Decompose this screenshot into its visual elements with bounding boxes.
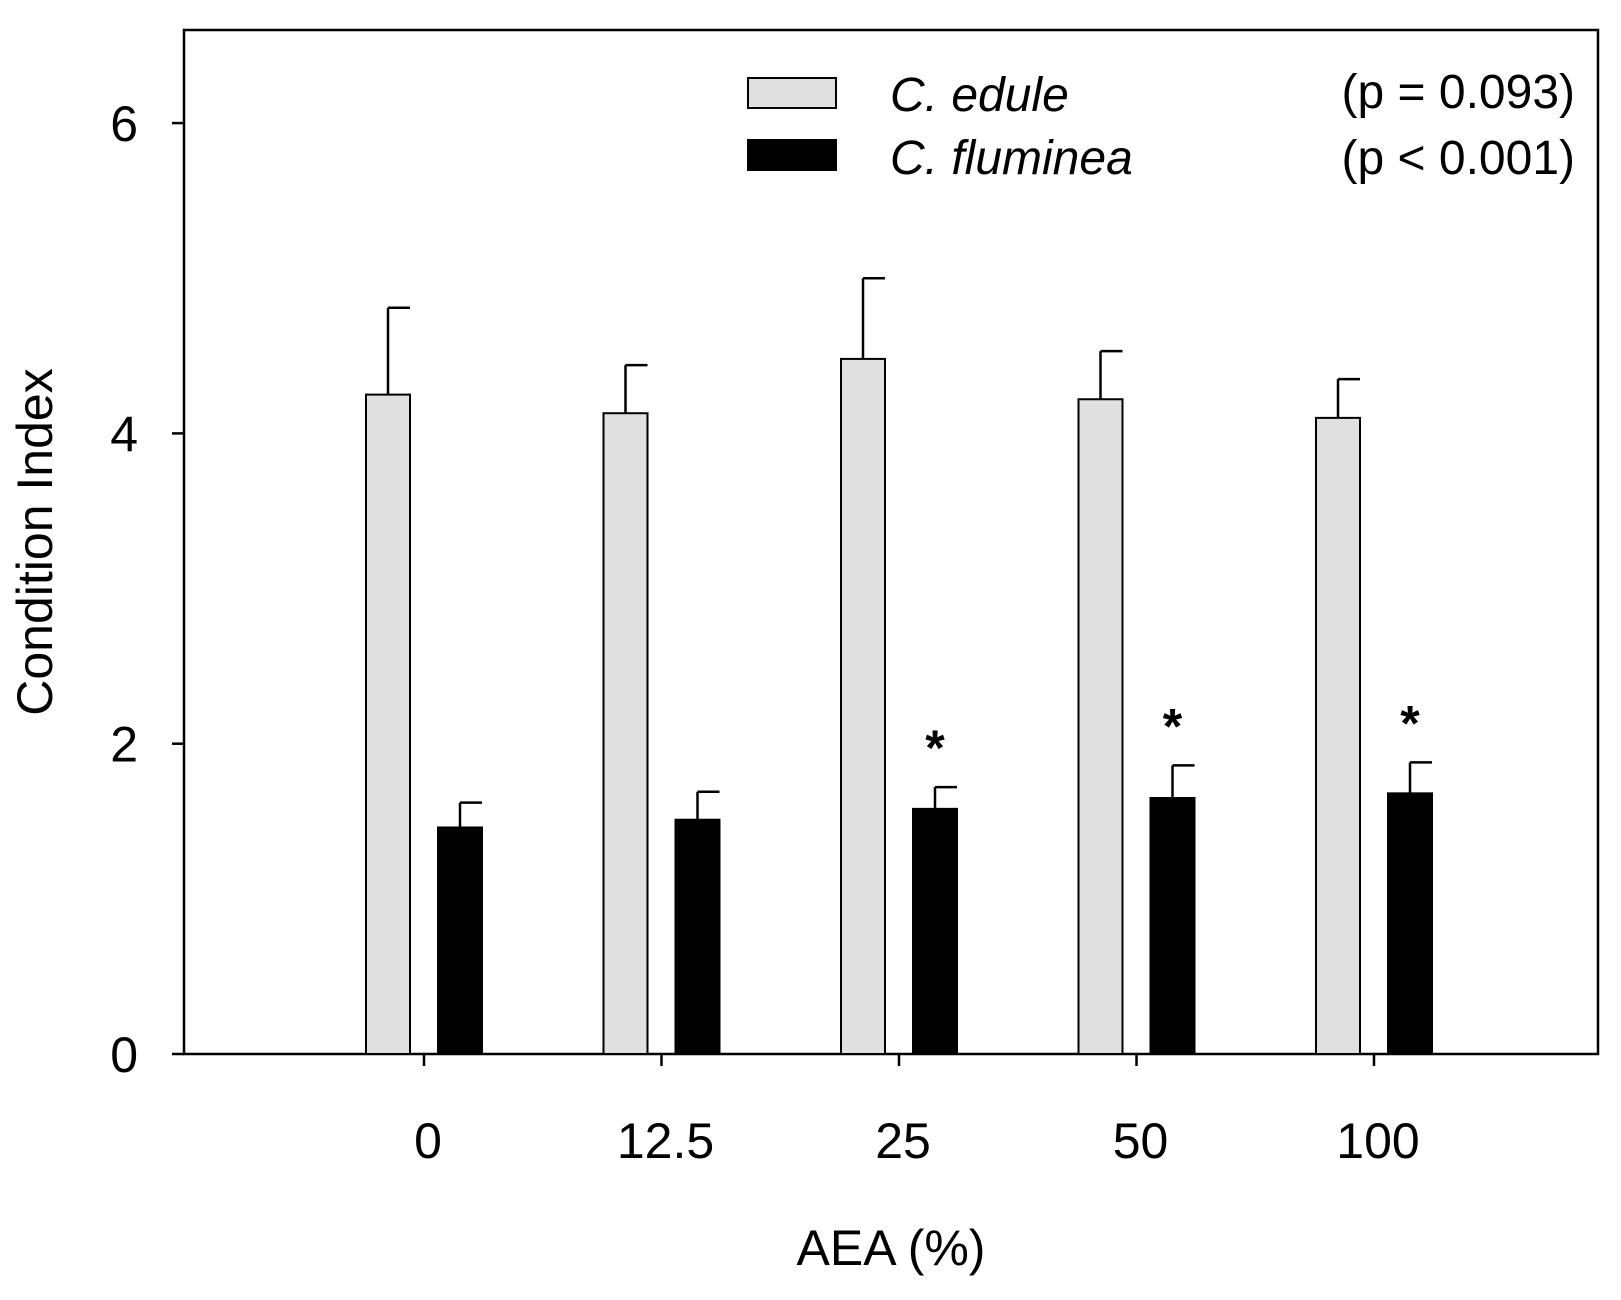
y-axis-ticks: 0 2 4 6 xyxy=(110,96,184,1083)
x-axis-title: AEA (%) xyxy=(797,1220,986,1276)
legend-swatch-c-fluminea xyxy=(747,139,837,171)
bar-c-fluminea-12-5 xyxy=(674,818,721,1055)
plot-frame xyxy=(182,28,1600,1056)
legend-label-c-edule: C. edule xyxy=(890,69,1069,122)
significance-star-25: * xyxy=(925,720,945,776)
y-tick-label-4: 4 xyxy=(110,406,138,462)
legend: C. edule (p = 0.093) C. fluminea (p < 0.… xyxy=(747,66,1575,185)
bar-c-fluminea-50 xyxy=(1149,797,1196,1055)
bar-c-edule-50 xyxy=(1077,398,1124,1055)
bar-c-edule-25 xyxy=(840,357,886,1055)
x-tick-label-0: 0 xyxy=(414,1113,442,1169)
legend-pvalue-c-fluminea: (p < 0.001) xyxy=(1342,132,1575,185)
bars-group xyxy=(365,357,1433,1055)
significance-star-50: * xyxy=(1163,698,1183,754)
y-tick-label-2: 2 xyxy=(110,717,138,773)
y-axis-title: Condition Index xyxy=(7,368,63,715)
bar-c-edule-12-5 xyxy=(602,412,649,1055)
bar-c-edule-100 xyxy=(1315,416,1361,1055)
legend-swatch-c-edule xyxy=(747,77,837,109)
bar-c-edule-0 xyxy=(365,393,411,1055)
bar-c-fluminea-25 xyxy=(912,807,958,1055)
error-bars-group xyxy=(386,276,1432,828)
y-tick-label-6: 6 xyxy=(110,96,138,152)
x-axis-ticks: 0 12.5 25 50 100 xyxy=(414,1054,1420,1169)
x-tick-label-50: 50 xyxy=(1113,1113,1169,1169)
x-tick-label-100: 100 xyxy=(1336,1113,1419,1169)
x-tick-label-12-5: 12.5 xyxy=(617,1113,714,1169)
x-tick-label-25: 25 xyxy=(875,1113,931,1169)
legend-pvalue-c-edule: (p = 0.093) xyxy=(1342,66,1575,119)
bar-c-fluminea-100 xyxy=(1387,792,1433,1055)
legend-label-c-fluminea: C. fluminea xyxy=(890,132,1133,185)
y-tick-label-0: 0 xyxy=(110,1027,138,1083)
significance-star-100: * xyxy=(1400,695,1420,751)
bar-c-fluminea-0 xyxy=(437,826,483,1055)
significance-markers-group: * * * xyxy=(925,695,1420,776)
